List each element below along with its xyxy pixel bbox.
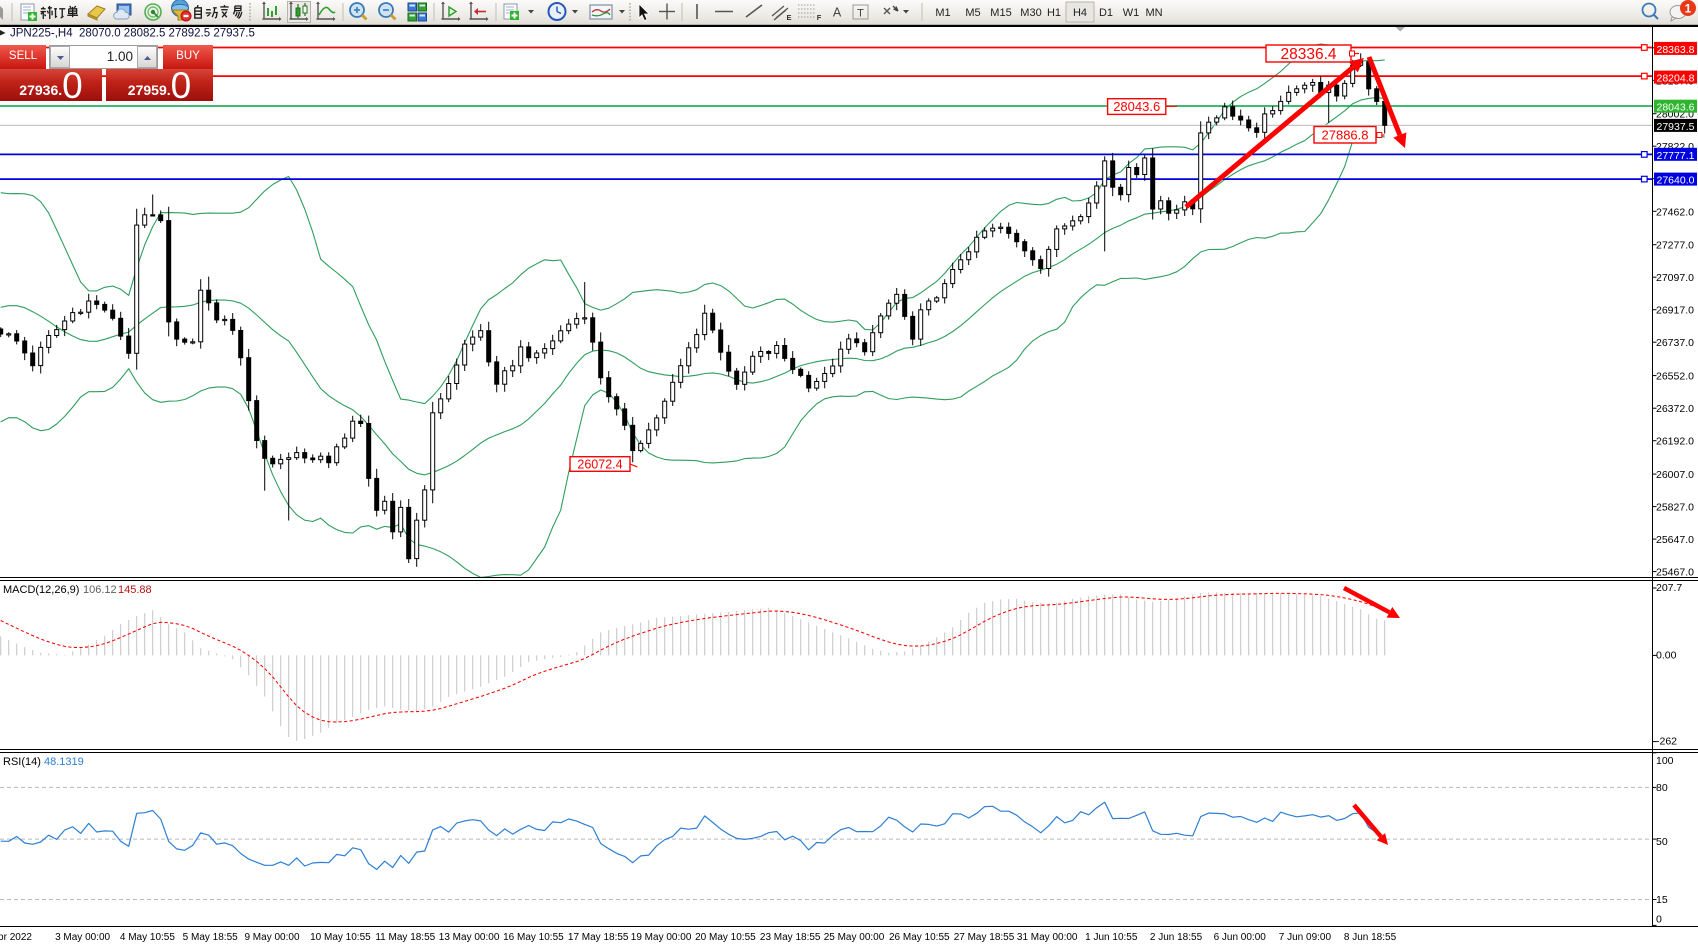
svg-text:13 May 00:00: 13 May 00:00 (439, 932, 500, 943)
svg-text:16 May 10:55: 16 May 10:55 (503, 932, 564, 943)
svg-text:1: 1 (1685, 2, 1692, 16)
svg-text:31 May 00:00: 31 May 00:00 (1017, 932, 1078, 943)
svg-text:26917.0: 26917.0 (1656, 305, 1694, 317)
svg-text:28043.6: 28043.6 (1113, 99, 1160, 114)
svg-text:9 May 00:00: 9 May 00:00 (244, 932, 299, 943)
svg-text:26072.4: 26072.4 (577, 458, 622, 472)
svg-text:25 May 00:00: 25 May 00:00 (824, 932, 885, 943)
svg-text:M5: M5 (965, 7, 980, 19)
svg-text:JPN225-,H4 28070.0 28082.5 27: JPN225-,H4 28070.0 28082.5 27892.5 27937… (10, 28, 255, 40)
svg-text:25827.0: 25827.0 (1656, 502, 1694, 514)
svg-text:26372.0: 26372.0 (1656, 403, 1694, 415)
svg-text:4 May 10:55: 4 May 10:55 (120, 932, 175, 943)
svg-text:H4: H4 (1073, 7, 1087, 19)
svg-text:25467.0: 25467.0 (1656, 567, 1694, 579)
svg-text:28204.8: 28204.8 (1657, 73, 1695, 85)
svg-text:26 May 10:55: 26 May 10:55 (889, 932, 950, 943)
svg-text:25647.0: 25647.0 (1656, 534, 1694, 546)
svg-text:19 May 00:00: 19 May 00:00 (631, 932, 692, 943)
svg-text:26192.0: 26192.0 (1656, 436, 1694, 448)
svg-text:27277.0: 27277.0 (1656, 240, 1694, 252)
svg-text:M15: M15 (990, 7, 1011, 19)
svg-text:2 Jun 18:55: 2 Jun 18:55 (1150, 932, 1203, 943)
svg-text:23 May 18:55: 23 May 18:55 (760, 932, 821, 943)
svg-text:26552.0: 26552.0 (1656, 371, 1694, 383)
svg-text:MACD(12,26,9): MACD(12,26,9) (3, 584, 79, 596)
svg-text:A: A (833, 6, 842, 20)
svg-text:-262: -262 (1656, 736, 1677, 748)
svg-text:28363.8: 28363.8 (1657, 44, 1695, 56)
svg-text:28043.6: 28043.6 (1657, 102, 1695, 114)
svg-text:26737.0: 26737.0 (1656, 337, 1694, 349)
svg-text:145.88: 145.88 (118, 584, 152, 596)
svg-text:F: F (817, 13, 822, 22)
svg-text:1 Jun 10:55: 1 Jun 10:55 (1085, 932, 1138, 943)
svg-text:48.1319: 48.1319 (44, 756, 84, 768)
svg-text:H1: H1 (1047, 7, 1061, 19)
svg-text:3 May 00:00: 3 May 00:00 (55, 932, 110, 943)
svg-text:27097.0: 27097.0 (1656, 272, 1694, 284)
svg-text:27462.0: 27462.0 (1656, 206, 1694, 218)
svg-text:MN: MN (1145, 7, 1162, 19)
svg-text:10 May 10:55: 10 May 10:55 (310, 932, 371, 943)
svg-text:50: 50 (1656, 836, 1668, 848)
svg-text:6 Jun 00:00: 6 Jun 00:00 (1214, 932, 1267, 943)
svg-text:7 Jun 09:00: 7 Jun 09:00 (1279, 932, 1332, 943)
svg-text:27640.0: 27640.0 (1657, 175, 1695, 187)
svg-text:M30: M30 (1020, 7, 1041, 19)
svg-text:27886.8: 27886.8 (1322, 127, 1369, 142)
svg-text:RSI(14): RSI(14) (3, 756, 41, 768)
svg-text:D1: D1 (1099, 7, 1113, 19)
svg-text:0.00: 0.00 (1656, 649, 1677, 661)
svg-text:20 May 10:55: 20 May 10:55 (695, 932, 756, 943)
svg-text:M1: M1 (935, 7, 950, 19)
svg-text:5 May 18:55: 5 May 18:55 (183, 932, 238, 943)
svg-text:11 May 18:55: 11 May 18:55 (375, 932, 435, 943)
svg-text:27937.5: 27937.5 (1657, 121, 1695, 133)
svg-text:W1: W1 (1123, 7, 1140, 19)
svg-text:17 May 18:55: 17 May 18:55 (568, 932, 629, 943)
svg-text:28336.4: 28336.4 (1280, 46, 1336, 63)
svg-text:106.12: 106.12 (83, 584, 117, 596)
svg-text:80: 80 (1656, 782, 1668, 794)
svg-text:26007.0: 26007.0 (1656, 469, 1694, 481)
svg-text:27 May 18:55: 27 May 18:55 (954, 932, 1015, 943)
svg-text:27777.1: 27777.1 (1657, 150, 1695, 162)
svg-text:207.7: 207.7 (1656, 582, 1682, 594)
svg-text:T: T (857, 8, 864, 20)
svg-text:E: E (786, 13, 791, 22)
svg-text:0: 0 (1656, 914, 1662, 926)
svg-text:100: 100 (1656, 755, 1674, 767)
svg-text:15: 15 (1656, 894, 1668, 906)
svg-text:8 Jun 18:55: 8 Jun 18:55 (1344, 932, 1397, 943)
svg-text:29 Apr 2022: 29 Apr 2022 (0, 932, 32, 943)
